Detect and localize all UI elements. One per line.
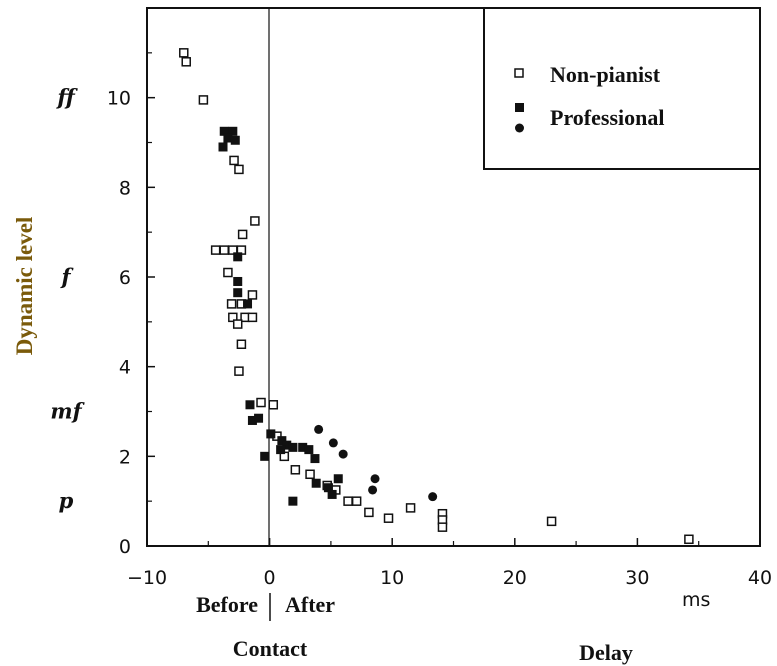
point-professional-square — [233, 276, 243, 286]
point-non-pianist — [256, 397, 266, 408]
dynamic-marking-ff: ff — [55, 85, 78, 110]
point-non-pianist — [405, 503, 416, 513]
y-tick-label: 0 — [119, 536, 131, 558]
point-professional-square — [304, 445, 314, 455]
point-non-pianist — [437, 522, 448, 532]
x-tick-label: 10 — [380, 567, 404, 589]
point-non-pianist — [364, 507, 374, 518]
x-tick-label: −10 — [127, 567, 167, 589]
point-professional-square — [228, 126, 238, 136]
point-non-pianist — [305, 469, 315, 480]
point-professional-square — [288, 442, 298, 452]
y-tick-label: 2 — [119, 446, 131, 468]
point-non-pianist — [236, 339, 247, 349]
point-non-pianist — [351, 496, 362, 506]
point-professional-square — [266, 429, 276, 439]
point-professional-square — [277, 436, 287, 446]
delay-label: Delay — [579, 640, 633, 665]
before-label: Before — [196, 592, 258, 617]
axis-ticks: −10 0 10 20 30 40 0 2 4 6 8 10 — [107, 52, 772, 589]
point-non-pianist — [290, 465, 301, 475]
point-non-pianist — [179, 48, 189, 58]
point-non-pianist — [228, 312, 238, 323]
point-non-pianist — [268, 400, 279, 410]
y-tick-label: 10 — [107, 88, 131, 110]
legend-label-non-pianist: Non-pianist — [550, 62, 661, 87]
point-professional-square — [245, 400, 255, 410]
point-professional-square — [298, 442, 308, 452]
y-tick-label: 6 — [119, 267, 131, 289]
point-professional-circle — [338, 449, 348, 459]
point-professional-square — [282, 440, 292, 450]
legend-open-square-marker — [514, 68, 524, 78]
legend-box — [483, 7, 761, 170]
point-non-pianist — [210, 245, 221, 255]
point-non-pianist — [234, 164, 244, 175]
dynamic-marking-p: p — [59, 488, 74, 513]
contact-label: Contact — [233, 636, 308, 661]
point-professional-square — [327, 489, 337, 499]
legend: Non-pianist Professional — [483, 7, 761, 170]
x-tick-label: 30 — [625, 567, 649, 589]
point-professional-square — [219, 126, 229, 136]
point-professional-circle — [368, 485, 378, 495]
point-professional-circle — [328, 438, 338, 448]
point-professional-square — [243, 299, 253, 309]
dynamic-marking-mf: mf — [50, 399, 85, 424]
y-axis-label: Dynamic level — [12, 217, 37, 356]
point-professional-square — [310, 454, 320, 464]
point-professional-square — [247, 415, 257, 425]
point-non-pianist — [247, 290, 258, 300]
point-professional-square — [223, 133, 233, 143]
point-professional-square — [276, 445, 286, 455]
y-tick-label: 8 — [119, 177, 131, 199]
point-non-pianist — [219, 245, 229, 255]
dynamic-marking-f: f — [59, 264, 74, 289]
point-non-pianist — [226, 299, 237, 309]
x-tick-label: 20 — [503, 567, 527, 589]
point-non-pianist — [247, 312, 258, 323]
point-non-pianist — [181, 57, 191, 67]
point-professional-square — [233, 288, 243, 298]
point-non-pianist — [546, 516, 557, 527]
point-professional-square — [230, 135, 240, 145]
point-non-pianist — [383, 513, 394, 523]
point-non-pianist — [343, 496, 353, 506]
point-professional-square — [333, 474, 343, 484]
point-non-pianist — [223, 267, 233, 278]
point-professional-square — [260, 451, 270, 461]
after-label: After — [285, 592, 335, 617]
point-professional-square — [323, 483, 333, 493]
point-non-pianist — [232, 319, 243, 329]
point-professional-square — [288, 496, 298, 506]
point-non-pianist — [229, 155, 239, 166]
point-non-pianist — [237, 229, 248, 240]
point-professional-square — [233, 252, 243, 262]
legend-filled-square-marker — [515, 103, 524, 112]
point-professional-square — [254, 413, 264, 423]
x-unit-label: ms — [682, 589, 710, 611]
point-professional-circle — [370, 474, 380, 484]
legend-filled-circle-marker — [515, 123, 524, 133]
point-professional-square — [311, 478, 321, 488]
point-professional-circle — [314, 424, 324, 434]
data-points — [179, 48, 694, 545]
point-professional-square — [218, 142, 228, 152]
x-tick-label: 40 — [748, 567, 772, 589]
legend-label-professional: Professional — [550, 105, 664, 130]
point-professional-circle — [428, 492, 438, 502]
point-non-pianist — [250, 216, 260, 226]
x-tick-label: 0 — [264, 567, 276, 589]
y-tick-label: 4 — [119, 357, 131, 379]
point-non-pianist — [234, 366, 244, 376]
point-non-pianist — [684, 534, 694, 545]
point-non-pianist — [198, 95, 209, 105]
